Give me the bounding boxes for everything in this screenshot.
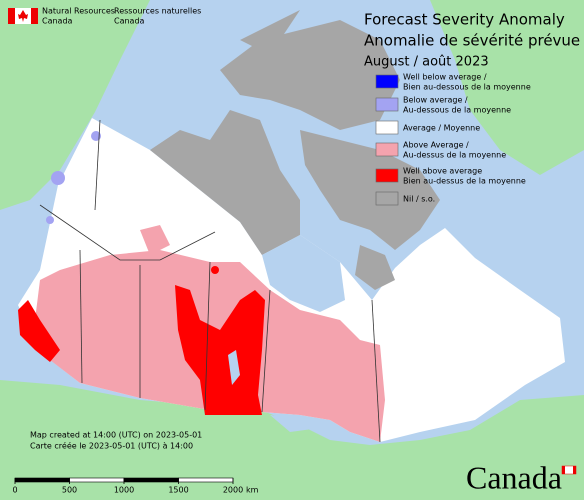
legend-label: Nil / s.o. — [403, 195, 435, 204]
legend-label: Average / Moyenne — [403, 124, 480, 133]
title: Anomalie de sévérité prévue — [364, 32, 580, 50]
agency-en: Natural Resources — [42, 7, 115, 16]
greenland — [430, 0, 584, 175]
legend-swatch — [375, 142, 399, 157]
scale-segment — [178, 477, 234, 483]
legend-label: Au-dessus de la moyenne — [403, 151, 506, 160]
legend-label: Below average / — [403, 96, 468, 105]
border — [371, 299, 381, 443]
border — [94, 119, 101, 211]
baffin-island — [300, 130, 440, 250]
legend-label: Well below average / — [403, 73, 487, 82]
well-above-patch — [211, 266, 219, 274]
scale-label: 0 — [12, 486, 17, 495]
scale-segment — [123, 477, 179, 483]
agency-fr: Ressources naturelles — [114, 7, 201, 16]
legend-label: Above Average / — [403, 141, 469, 150]
scale-label: 500 — [62, 486, 77, 495]
well-above-region — [175, 285, 265, 415]
hudson-bay — [262, 235, 345, 312]
usa — [0, 380, 584, 500]
border — [261, 289, 271, 413]
scale-label: 1500 — [168, 486, 188, 495]
maple-leaf — [18, 10, 28, 22]
well-above-coast — [18, 300, 60, 362]
agency-fr: Canada — [114, 17, 145, 26]
legend-swatch — [375, 168, 399, 183]
legend-label: Bien au-dessus de la moyenne — [403, 177, 526, 186]
below-average-patch — [46, 216, 54, 224]
flag-bar — [31, 8, 38, 24]
footnote: Map created at 14:00 (UTC) on 2023-05-01 — [30, 431, 202, 440]
scale-label: 1000 — [114, 486, 134, 495]
wordmark: Canada — [466, 459, 562, 495]
below-average-patch — [51, 171, 65, 185]
legend-swatch — [375, 120, 399, 135]
flag-bar — [8, 8, 15, 24]
ellesmere — [240, 10, 300, 55]
scale-segment — [14, 477, 70, 483]
legend-label: Bien au-dessous de la moyenne — [403, 83, 531, 92]
border — [204, 261, 211, 411]
legend-swatch — [375, 97, 399, 112]
nunavik — [355, 245, 395, 290]
border — [79, 249, 83, 384]
scale-unit: km — [246, 486, 259, 495]
title: Forecast Severity Anomaly — [364, 11, 565, 29]
legend-swatch — [375, 191, 399, 206]
border — [39, 204, 216, 261]
nil-region — [150, 110, 300, 255]
great-lakes — [270, 415, 320, 432]
legend-label: Well above average — [403, 167, 482, 176]
alaska — [0, 0, 150, 210]
lake — [228, 350, 240, 385]
wordmark-flag-bar — [573, 466, 576, 474]
scale-label: 2000 — [223, 486, 243, 495]
wordmark-flag-bar — [562, 466, 565, 474]
legend-label: Au-dessous de la moyenne — [403, 106, 511, 115]
scale-segment — [69, 477, 125, 483]
above-average-patch — [140, 225, 170, 255]
legend-swatch — [375, 74, 399, 89]
agency-en: Canada — [42, 17, 73, 26]
footnote: Carte créée le 2023-05-01 (UTC) à 14:00 — [30, 441, 193, 451]
period: August / août 2023 — [364, 55, 489, 70]
below-average-patch — [91, 131, 101, 141]
